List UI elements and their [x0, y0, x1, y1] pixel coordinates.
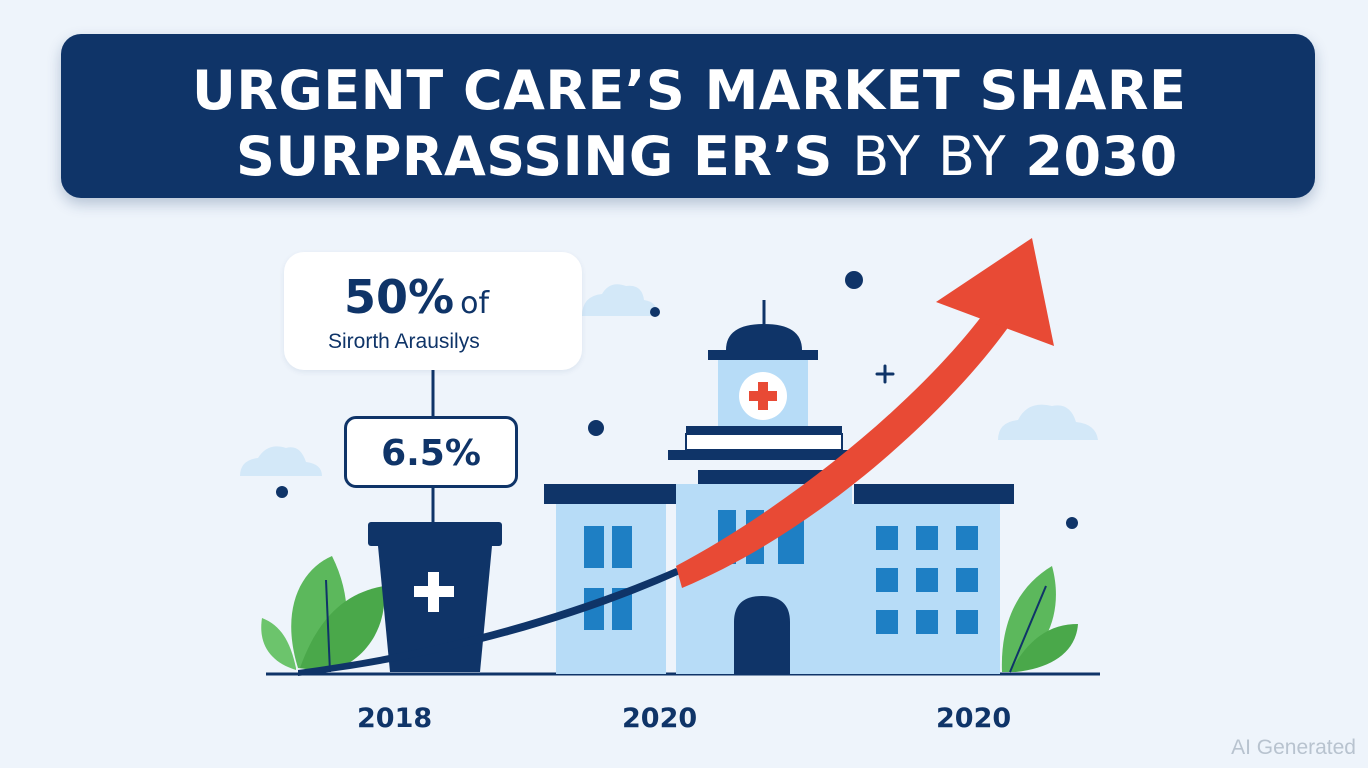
- title-line-2-end: 2030: [1025, 125, 1178, 188]
- left-building: [544, 484, 676, 674]
- decor-dot: [276, 486, 288, 498]
- title-line-2-bold: SURPRASSING ER’S: [236, 125, 833, 188]
- callout-of: of: [460, 286, 490, 321]
- decor-dot: [845, 271, 863, 289]
- trend-arrow-icon: [298, 238, 1054, 676]
- cloud-icon: [582, 284, 658, 316]
- year-label-2: 2020: [622, 703, 698, 734]
- value-box-text: 6.5%: [381, 433, 481, 474]
- medical-cross-icon: [414, 572, 454, 612]
- cloud-icon: [998, 404, 1098, 440]
- decor-dot: [588, 420, 604, 436]
- ai-generated-watermark: AI Generated: [1231, 736, 1356, 759]
- title-line-2: SURPRASSING ER’S BY BY 2030: [236, 130, 1178, 184]
- right-building: [850, 484, 1014, 674]
- value-box: 6.5%: [344, 416, 518, 488]
- title-banner: URGENT CARE’S MARKET SHARE SURPRASSING E…: [61, 34, 1315, 198]
- callout-subtitle: Sirorth Arausilys: [328, 330, 480, 353]
- year-label-1: 2018: [357, 703, 433, 734]
- cloud-icon: [240, 446, 322, 476]
- title-line-1: URGENT CARE’S MARKET SHARE: [192, 59, 1187, 122]
- medical-cross-icon: [749, 382, 777, 410]
- leaf-icon: [1001, 566, 1078, 673]
- stat-callout: 50% of Sirorth Arausilys: [284, 252, 582, 370]
- callout-percent-line: 50% of: [344, 274, 489, 320]
- year-label-3: 2020: [936, 703, 1012, 734]
- callout-percent: 50%: [344, 270, 455, 324]
- decor-dot: [1066, 517, 1078, 529]
- title-line-2-light: BY BY: [852, 125, 1007, 188]
- leaf-icon: [261, 556, 385, 673]
- plus-icon: [875, 364, 895, 384]
- decor-dot: [650, 307, 660, 317]
